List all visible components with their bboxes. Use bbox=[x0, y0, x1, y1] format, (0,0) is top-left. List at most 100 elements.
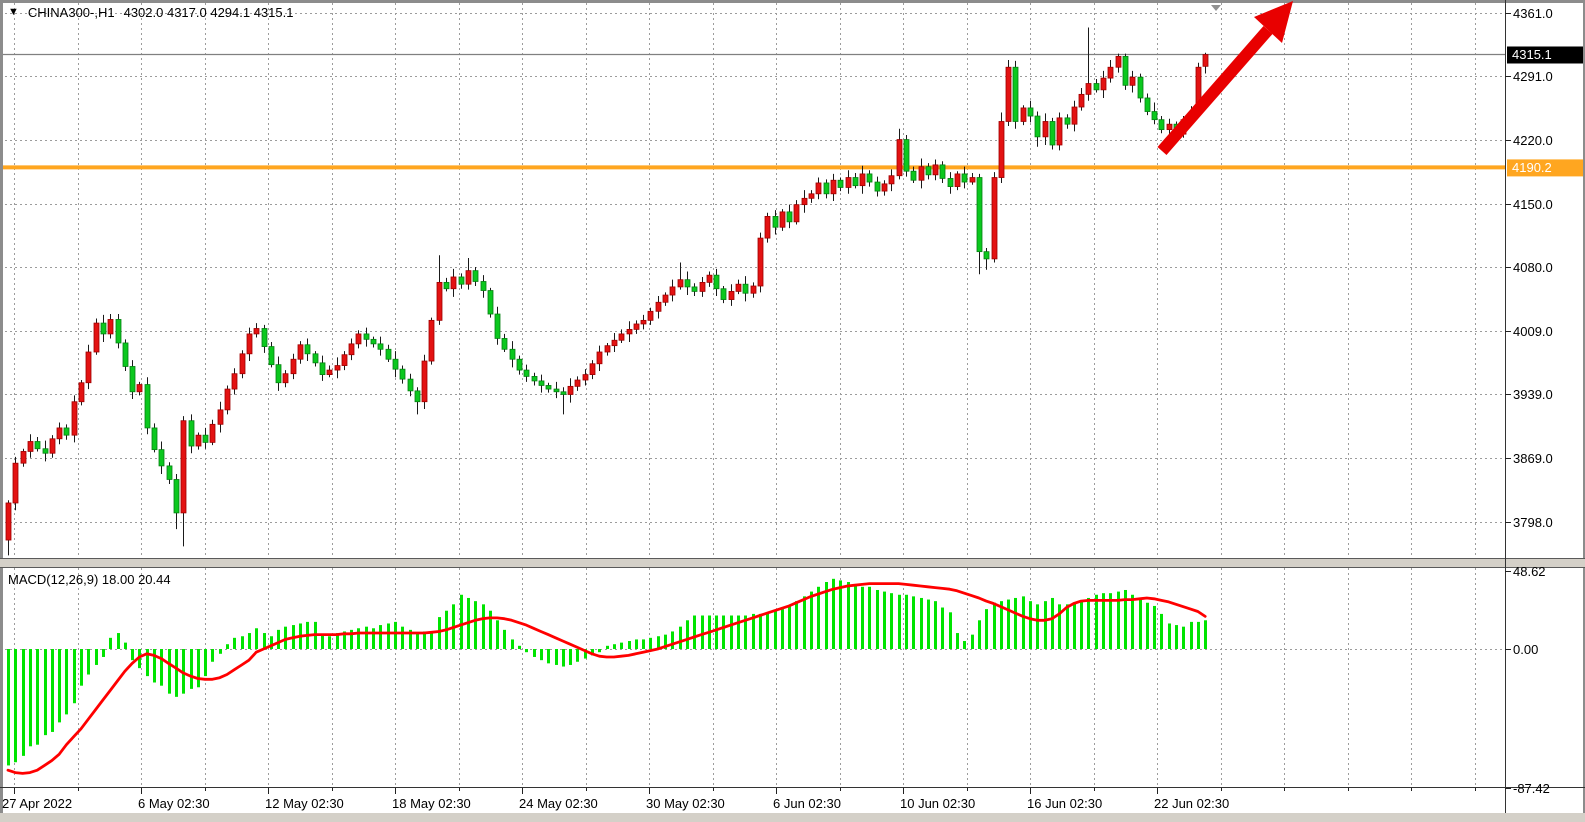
macd-histogram-bar bbox=[825, 582, 828, 649]
chart-title-bar: ▼ CHINA300-,H1 4302.0 4317.0 4294.1 4315… bbox=[8, 5, 293, 20]
macd-signal-line bbox=[6, 582, 1207, 775]
candle-body-bullish bbox=[334, 365, 341, 371]
horizontal-line-price-tag-bg bbox=[1507, 159, 1583, 177]
candle-body-bearish bbox=[947, 178, 954, 187]
time-axis-label: 27 Apr 2022 bbox=[2, 796, 72, 811]
candle-body-bearish bbox=[173, 479, 180, 514]
macd-histogram-bar bbox=[934, 601, 937, 649]
macd-histogram-bar bbox=[175, 649, 178, 697]
macd-histogram-bar bbox=[518, 645, 521, 649]
candle-body-bearish bbox=[472, 270, 479, 282]
candle-body-bearish bbox=[742, 283, 749, 294]
macd-histogram-bar bbox=[978, 620, 981, 649]
time-axis-label: 10 Jun 02:30 bbox=[900, 796, 975, 811]
macd-histogram-bar bbox=[795, 601, 798, 649]
candle-body-bullish bbox=[209, 423, 216, 443]
macd-histogram-bar bbox=[1131, 594, 1134, 649]
candle-body-bearish bbox=[1034, 115, 1041, 138]
candle-body-bullish bbox=[355, 333, 362, 345]
trend-arrow-shaft[interactable] bbox=[1157, 26, 1273, 155]
macd-histogram-bar bbox=[503, 629, 506, 649]
candle-body-bullish bbox=[1166, 123, 1173, 131]
macd-histogram-bar bbox=[460, 594, 463, 649]
macd-histogram-bar bbox=[255, 628, 258, 649]
candle-body-bullish bbox=[341, 354, 348, 366]
panel-separator[interactable] bbox=[0, 558, 1585, 568]
candle-body-bullish bbox=[195, 434, 202, 447]
macd-histogram-bar bbox=[584, 649, 587, 659]
macd-histogram-bar bbox=[956, 633, 959, 649]
candle-body-bullish bbox=[932, 164, 939, 176]
macd-histogram-bar bbox=[270, 636, 273, 649]
macd-histogram-bar bbox=[963, 641, 966, 649]
left-border bbox=[0, 0, 3, 813]
candle-body-bullish bbox=[20, 451, 27, 464]
candle-body-bullish bbox=[677, 279, 684, 288]
candle-body-bearish bbox=[166, 465, 173, 480]
macd-histogram-bar bbox=[562, 649, 565, 667]
price-axis-label: 4361.0 bbox=[1513, 6, 1553, 21]
macd-indicator[interactable] bbox=[6, 578, 1207, 775]
candle-body-bullish bbox=[71, 401, 78, 436]
macd-histogram-bar bbox=[657, 636, 660, 649]
candle-body-bullish bbox=[326, 369, 333, 375]
macd-histogram-bar bbox=[715, 615, 718, 649]
candle-body-bullish bbox=[706, 274, 713, 283]
candle-body-bullish bbox=[815, 182, 822, 195]
candle-body-bullish bbox=[845, 177, 852, 188]
macd-histogram-bar bbox=[102, 649, 105, 657]
candle-body-bullish bbox=[436, 281, 443, 321]
macd-histogram-bar bbox=[752, 613, 755, 649]
macd-histogram-bar bbox=[730, 615, 733, 649]
macd-histogram-bar bbox=[197, 649, 200, 688]
macd-histogram-bar bbox=[204, 649, 207, 677]
candle-body-bearish bbox=[122, 342, 129, 367]
price-axis-label: 3798.0 bbox=[1513, 515, 1553, 530]
trend-arrow-head[interactable] bbox=[1254, 1, 1293, 43]
macd-histogram-bar bbox=[1073, 602, 1076, 649]
candle-body-bullish bbox=[764, 215, 771, 239]
candle-body-bearish bbox=[509, 348, 516, 360]
macd-histogram-bar bbox=[241, 636, 244, 649]
macd-histogram-bar bbox=[1014, 597, 1017, 649]
candle-body-bearish bbox=[1158, 119, 1165, 131]
candle-body-bearish bbox=[961, 173, 968, 183]
candle-body-bullish bbox=[618, 333, 625, 341]
price-axis-label: 4009.0 bbox=[1513, 324, 1553, 339]
scroll-marker-icon[interactable] bbox=[1211, 5, 1221, 11]
candle-body-bearish bbox=[407, 378, 414, 392]
macd-histogram-bar bbox=[211, 649, 214, 662]
candle-body-bullish bbox=[669, 286, 676, 296]
annotations[interactable] bbox=[1157, 1, 1293, 155]
macd-histogram-bar bbox=[14, 649, 17, 763]
macd-histogram-bar bbox=[788, 605, 791, 649]
candle-body-bullish bbox=[1085, 83, 1092, 95]
macd-indicator-label: MACD(12,26,9) 18.00 20.44 bbox=[8, 572, 171, 587]
candle-body-bullish bbox=[969, 177, 976, 183]
macd-histogram-bar bbox=[182, 649, 185, 694]
macd-histogram-bar bbox=[248, 633, 251, 649]
macd-histogram-bar bbox=[1087, 597, 1090, 649]
candle-body-bullish bbox=[246, 333, 253, 355]
candle-body-bullish bbox=[253, 328, 260, 335]
candle-body-bearish bbox=[531, 376, 538, 382]
axis-labels[interactable]: 27 Apr 2022 6 May 02:30 12 May 02:30 18 May… bbox=[2, 6, 1583, 811]
current-price-tag: 4315.1 bbox=[1512, 47, 1552, 62]
macd-histogram-bar bbox=[73, 649, 76, 704]
macd-histogram-bar bbox=[117, 633, 120, 649]
candle-body-bearish bbox=[786, 211, 793, 223]
symbol-period-label: CHINA300-,H1 bbox=[27, 5, 115, 20]
time-axis-label: 6 Jun 02:30 bbox=[773, 796, 841, 811]
candle-body-bearish bbox=[494, 313, 501, 339]
macd-histogram-bar bbox=[365, 626, 368, 649]
candle-body-bearish bbox=[319, 362, 326, 375]
candle-body-bullish bbox=[604, 345, 611, 353]
candle-body-bullish bbox=[348, 343, 355, 356]
symbol-dropdown-icon[interactable]: ▼ bbox=[8, 6, 19, 18]
macd-histogram-bar bbox=[905, 594, 908, 649]
candlestick-series[interactable] bbox=[5, 27, 1209, 556]
macd-histogram-bar bbox=[810, 591, 813, 649]
candle-body-bearish bbox=[370, 338, 377, 345]
candle-body-bullish bbox=[1129, 76, 1136, 86]
